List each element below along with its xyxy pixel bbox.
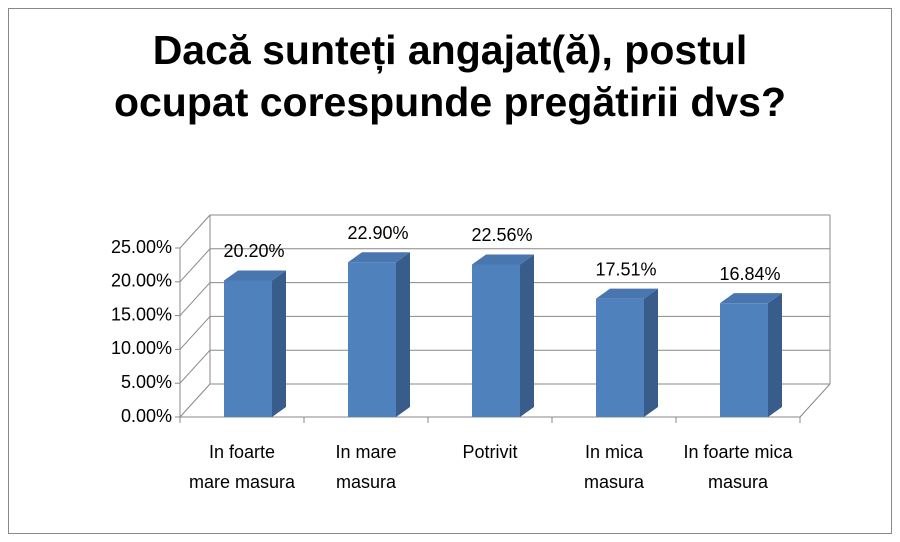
grid-line (179, 383, 211, 418)
grid-line (179, 349, 211, 384)
bar-side (644, 288, 658, 417)
bar-side (520, 254, 534, 417)
y-tick-label: 15.00% (111, 304, 172, 324)
y-tick-label: 20.00% (111, 271, 172, 291)
bar-side (396, 252, 410, 417)
bar (720, 303, 768, 417)
x-tick-label: In foarte mare masura (188, 442, 296, 492)
value-label: 20.20% (223, 241, 284, 261)
grid-line (179, 214, 211, 249)
grid-line (179, 248, 211, 283)
bar-top (472, 254, 534, 265)
y-tick-label: 5.00% (121, 372, 172, 392)
value-label: 22.56% (471, 225, 532, 245)
bar (596, 298, 644, 417)
grid-line (179, 316, 211, 350)
bar (224, 280, 272, 417)
y-tick-label: 0.00% (121, 406, 172, 426)
y-tick-label: 25.00% (111, 237, 172, 257)
value-label: 22.90% (347, 223, 408, 243)
bar-top (720, 293, 782, 304)
x-tick-label: In foarte mica masura (683, 442, 793, 492)
floor-edge (799, 383, 831, 418)
chart-title: Dacă sunteți angajat(ă), postul ocupat c… (113, 27, 787, 125)
bar-top (596, 288, 658, 299)
grid-line (179, 282, 211, 316)
x-tick-label: In mica masura (583, 442, 645, 492)
bar-side (272, 270, 286, 417)
x-tick-label: Potrivit (462, 442, 518, 462)
bar-top (348, 252, 410, 263)
chart-frame (8, 8, 892, 534)
value-label: 16.84% (719, 264, 780, 284)
x-tick-label: In mare masura (335, 442, 397, 492)
bar-top (224, 270, 286, 281)
bar (472, 264, 520, 417)
bar (348, 262, 396, 417)
value-label: 17.51% (595, 259, 656, 279)
bar-side (768, 293, 782, 417)
y-tick-label: 10.00% (111, 338, 172, 358)
